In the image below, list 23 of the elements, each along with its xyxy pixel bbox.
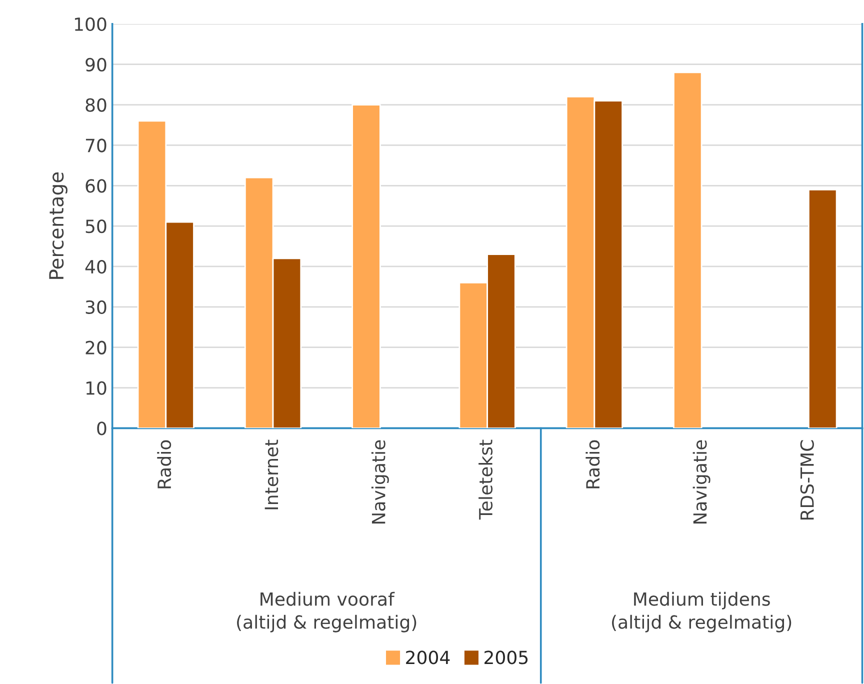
y-tick-label: 100 [74, 17, 106, 32]
y-tick-label: 50 [86, 220, 106, 234]
x-tick-label: Navigatie [371, 440, 389, 524]
x-tick-label: RDS-TMC [800, 440, 814, 520]
y-tick-label: 30 [86, 300, 106, 314]
y-tick-label: 80 [86, 98, 106, 112]
text: Medium vooraf (altijd & regelmatig) [237, 592, 416, 632]
legend-label: 2005 [484, 650, 528, 664]
x-tick-label: Radio [586, 440, 600, 488]
y-tick-label: 60 [86, 179, 106, 193]
y-axis-title: Percentage [49, 172, 68, 279]
y-tick-label: 10 [86, 381, 106, 395]
y-tick-label: 20 [86, 340, 106, 354]
x-tick-label: Internet [264, 440, 278, 510]
y-tick-label: 40 [85, 260, 106, 274]
x-tick-label: Navigatie [692, 440, 710, 524]
text: Medium tijdens (altijd & regelmatig) [612, 592, 792, 632]
y-tick-label: 0 [97, 422, 106, 436]
x-tick-label: Teletekst [478, 440, 493, 520]
x-tick-label: Radio [157, 440, 172, 488]
y-tick-label: 90 [86, 58, 106, 72]
legend-label: 2004 [406, 650, 450, 664]
y-tick-label: 70 [86, 138, 106, 152]
